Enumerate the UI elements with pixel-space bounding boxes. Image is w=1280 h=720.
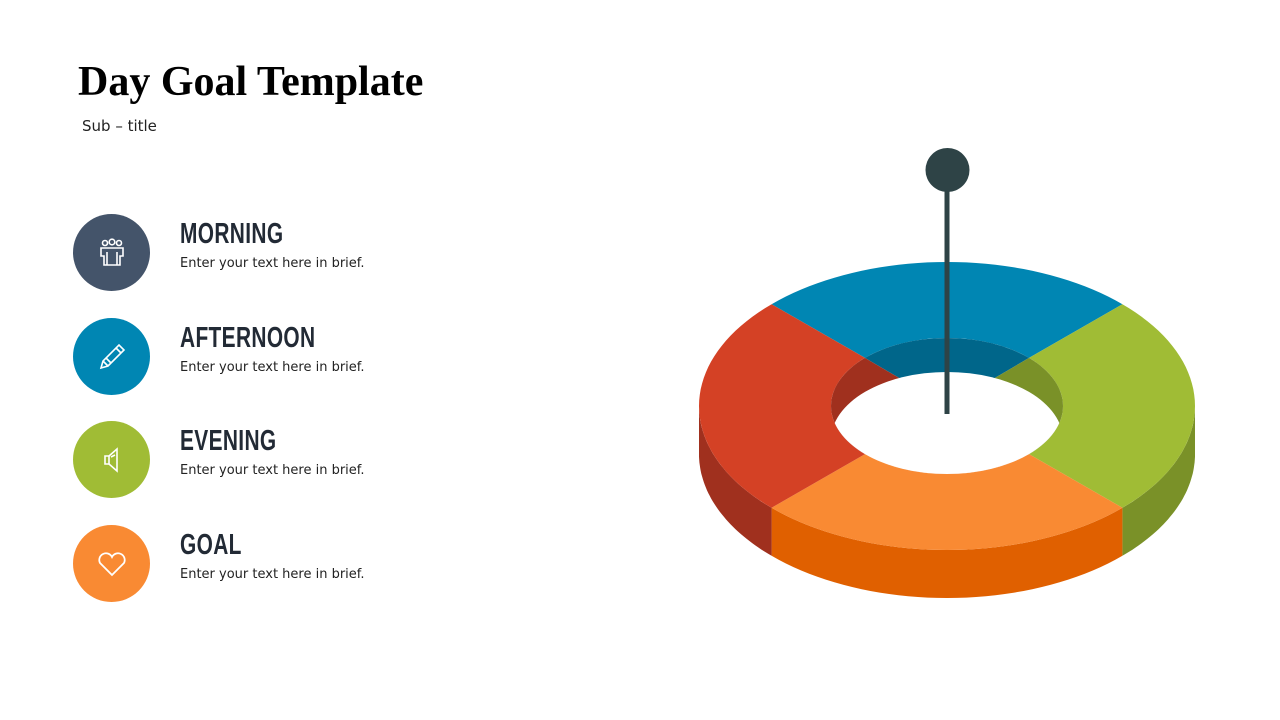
megaphone-icon <box>103 446 118 473</box>
pin-head <box>925 148 970 192</box>
item-afternoon: AFTERNOON Enter your text here in brief. <box>73 318 473 396</box>
evening-icon-circle <box>73 421 150 498</box>
donut-hole-floor <box>831 372 1063 474</box>
item-text: Enter your text here in brief. <box>180 567 365 582</box>
goal-icon-circle <box>73 525 150 602</box>
donut-hole <box>831 338 1063 474</box>
item-text: Enter your text here in brief. <box>180 463 365 478</box>
people-icon <box>99 237 124 266</box>
pencil-icon <box>99 343 125 369</box>
item-text: Enter your text here in brief. <box>180 256 365 271</box>
item-heading: EVENING <box>180 425 277 457</box>
donut-segment-goal <box>771 454 1123 550</box>
item-text: Enter your text here in brief. <box>180 360 365 375</box>
donut-segment-evening <box>1029 304 1195 508</box>
heart-icon <box>97 551 126 576</box>
afternoon-icon-circle <box>73 318 150 395</box>
pin-stem <box>944 180 950 414</box>
item-morning: MORNING Enter your text here in brief. <box>73 214 473 292</box>
item-heading: GOAL <box>180 529 242 561</box>
page-title: Day Goal Template <box>78 59 424 105</box>
morning-icon-circle <box>73 214 150 291</box>
donut-side-afternoon <box>699 406 772 556</box>
page-subtitle: Sub – title <box>82 117 157 135</box>
item-evening: EVENING Enter your text here in brief. <box>73 421 473 499</box>
donut-side-evening <box>1122 406 1195 556</box>
donut-segment-afternoon <box>699 304 865 508</box>
item-heading: MORNING <box>180 218 284 250</box>
item-heading: AFTERNOON <box>180 322 316 354</box>
item-goal: GOAL Enter your text here in brief. <box>73 525 473 603</box>
donut-side-goal <box>771 507 1123 598</box>
